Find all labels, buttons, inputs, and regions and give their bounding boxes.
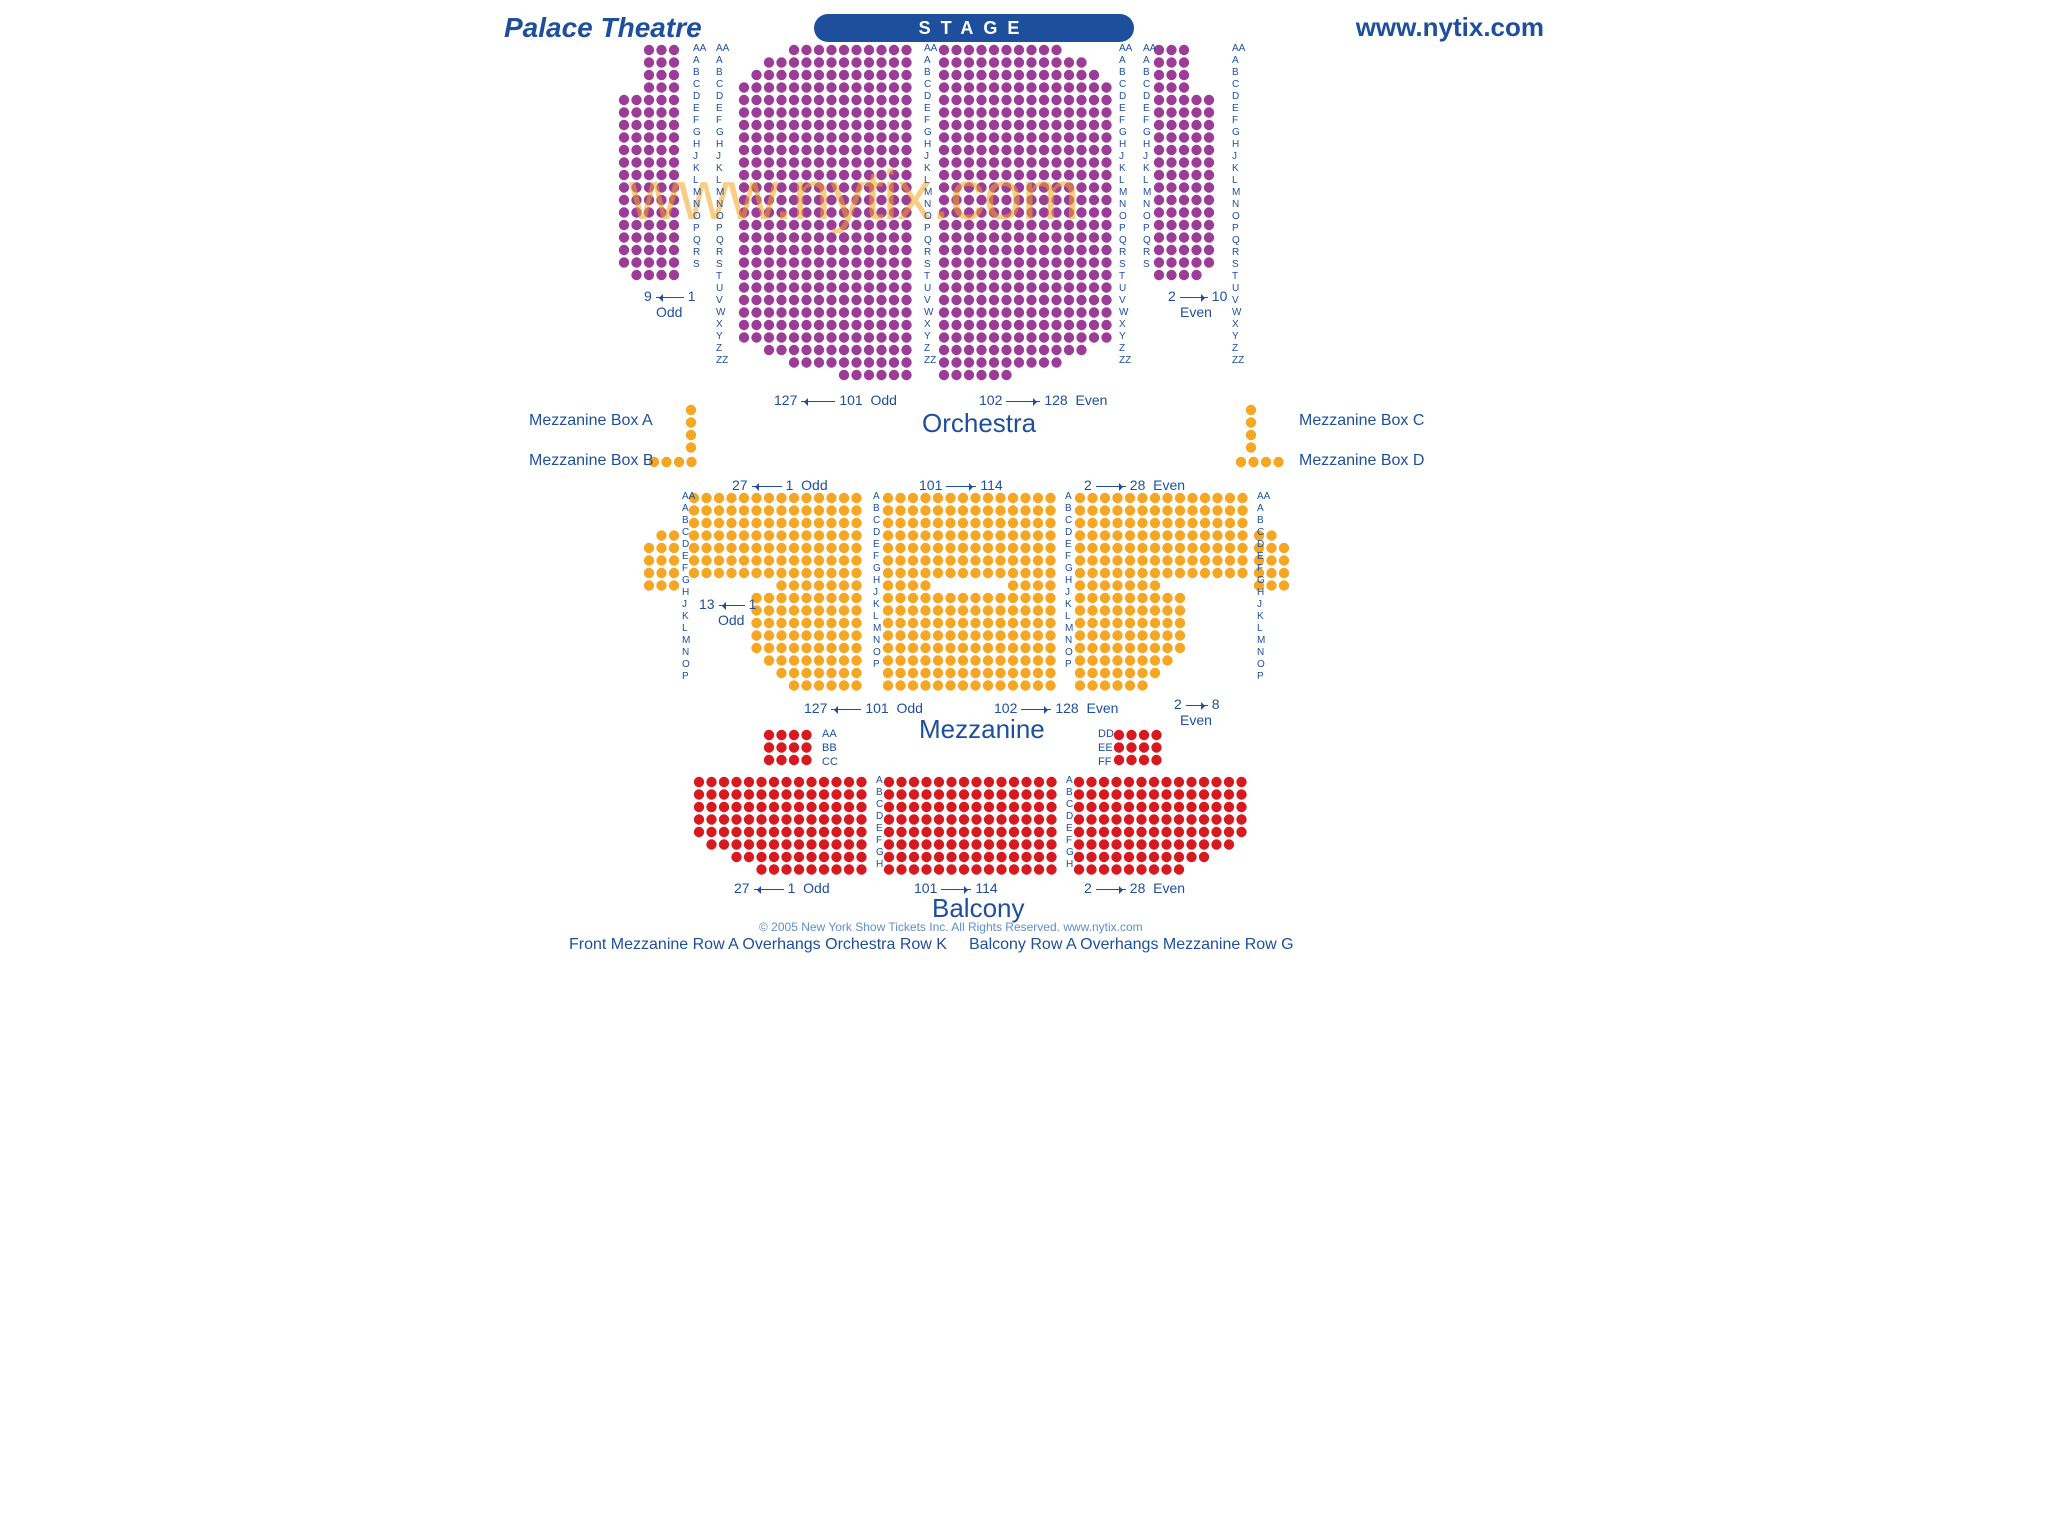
balc-box-r-rows: DDEEFF [1098, 729, 1114, 771]
orch-rows-right-inner: AAABCDEFGHJKLMNOPQRSTUVWXYZZZ [1119, 44, 1132, 368]
mezz-side-right-num: 28 [1174, 696, 1220, 712]
balc-btm-left: 271 Odd [734, 880, 830, 896]
mezz-top-right: 228 Even [1084, 477, 1185, 493]
orch-rows-right-outer: AAABCDEFGHJKLMNOPQRSTUVWXYZZZ [1232, 44, 1245, 368]
balc-btm-right: 228 Even [1084, 880, 1185, 896]
orch-rows-left-outer: AAABCDEFGHJKLMNOPQRSTUVWXYZZZ [716, 44, 729, 368]
mezz-box-a: Mezzanine Box A [529, 412, 653, 430]
copyright: © 2005 New York Show Tickets Inc. All Ri… [759, 920, 1143, 934]
mezz-top-left: 271 Odd [732, 477, 828, 493]
mezzanine-title: Mezzanine [919, 714, 1045, 745]
balc-box-l-rows: AABBCC [822, 729, 838, 771]
orchestra-title: Orchestra [922, 408, 1036, 439]
orch-rows-far-right: AAABCDEFGHJKLMNOPQRS [1143, 44, 1156, 272]
orch-btm-right: 102128 Even [979, 392, 1107, 408]
mezz-box-d: Mezzanine Box D [1299, 452, 1424, 470]
mezz-rows-left-inner: ABCDEFGHJKLMNOP [873, 492, 881, 672]
mezz-rows-right-inner: ABCDEFGHJKLMNOP [1065, 492, 1073, 672]
orch-btm-left: 127101 Odd [774, 392, 897, 408]
mezz-btm-left: 127101 Odd [804, 700, 923, 716]
balc-rows-left-inner: ABCDEFGH [876, 776, 884, 872]
mezz-top-center: 101114 [919, 477, 1003, 493]
balc-rows-right-inner: ABCDEFGH [1066, 776, 1074, 872]
orch-rows-left-inner: AAABCDEFGHJKLMNOPQRSTUVWXYZZZ [924, 44, 937, 368]
mezz-side-left-odd: Odd [718, 612, 744, 628]
mezz-side-left-num: 131 [699, 596, 756, 612]
mezz-rows-far-left: AAABCDEFGHJKLMNOP [682, 492, 695, 684]
orch-right-even: Even [1180, 304, 1212, 320]
footer-left: Front Mezzanine Row A Overhangs Orchestr… [569, 936, 947, 954]
mezz-side-right-even: Even [1180, 712, 1212, 728]
orch-rows-far-left: AAABCDEFGHJKLMNOPQRS [693, 44, 706, 272]
seat-map-svg [424, 0, 1624, 900]
orch-right-num: 210 [1168, 288, 1227, 304]
mezz-box-c: Mezzanine Box C [1299, 412, 1424, 430]
footer-right: Balcony Row A Overhangs Mezzanine Row G [969, 936, 1294, 954]
seating-chart: Palace Theatre STAGE www.nytix.com www.n… [424, 0, 1624, 960]
mezz-box-b: Mezzanine Box B [529, 452, 654, 470]
orch-left-num: 91 [644, 288, 696, 304]
orch-left-odd: Odd [656, 304, 682, 320]
mezz-rows-far-right: AAABCDEFGHJKLMNOP [1257, 492, 1270, 684]
